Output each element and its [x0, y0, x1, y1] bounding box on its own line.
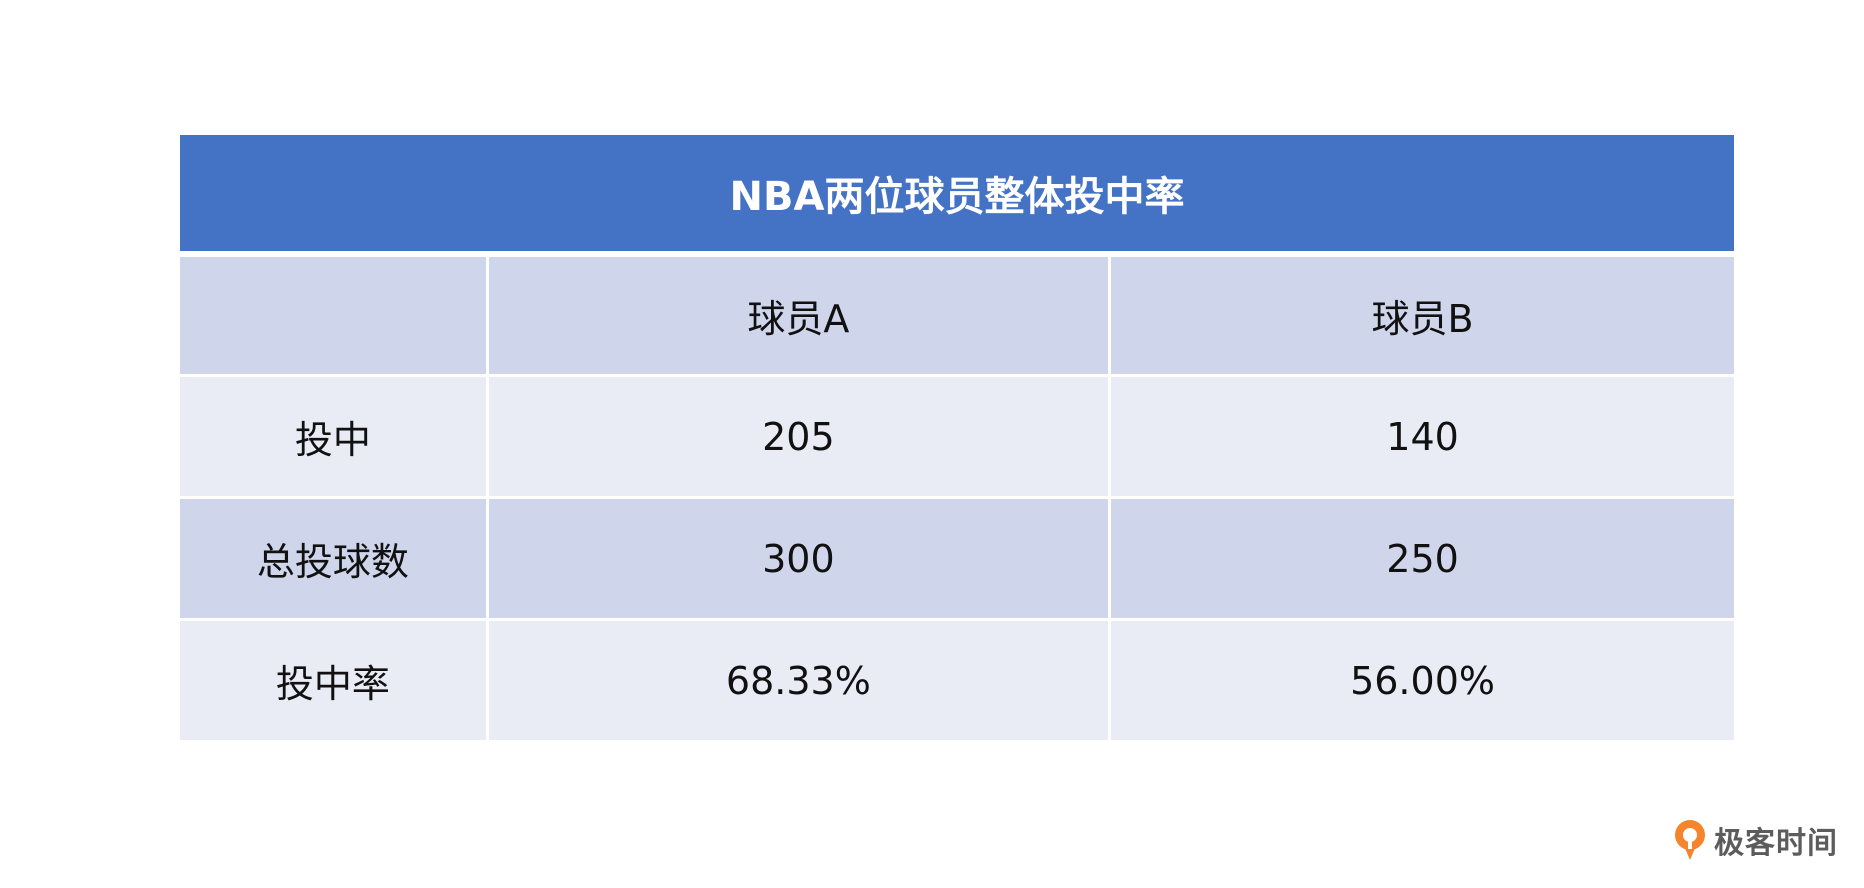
table-row-attempts: 总投球数 300 250 [180, 496, 1734, 620]
header-cell-empty [180, 252, 489, 376]
cell-player-b: 250 [1108, 496, 1734, 620]
row-label: 总投球数 [180, 496, 489, 620]
geektime-logo: 极客时间 [1672, 818, 1838, 862]
row-label: 投中 [180, 374, 489, 498]
header-cell-player-b: 球员B [1108, 252, 1734, 376]
cell-player-a: 68.33% [485, 618, 1112, 740]
shooting-stats-table: NBA两位球员整体投中率 球员A 球员B 投中 205 140 总投球数 300… [180, 135, 1734, 740]
table-row-percentage: 投中率 68.33% 56.00% [180, 618, 1734, 740]
cell-player-b: 56.00% [1108, 618, 1734, 740]
cell-player-a: 300 [485, 496, 1112, 620]
row-label: 投中率 [180, 618, 489, 740]
header-cell-player-a: 球员A [485, 252, 1112, 376]
geektime-logo-text: 极客时间 [1714, 826, 1838, 861]
cell-player-b: 140 [1108, 374, 1734, 498]
cell-player-a: 205 [485, 374, 1112, 498]
table-row-made: 投中 205 140 [180, 374, 1734, 498]
title-row: NBA两位球员整体投中率 [180, 135, 1734, 257]
geektime-logo-icon [1675, 820, 1705, 860]
header-row: 球员A 球员B [180, 252, 1734, 376]
table-title: NBA两位球员整体投中率 [180, 135, 1734, 257]
